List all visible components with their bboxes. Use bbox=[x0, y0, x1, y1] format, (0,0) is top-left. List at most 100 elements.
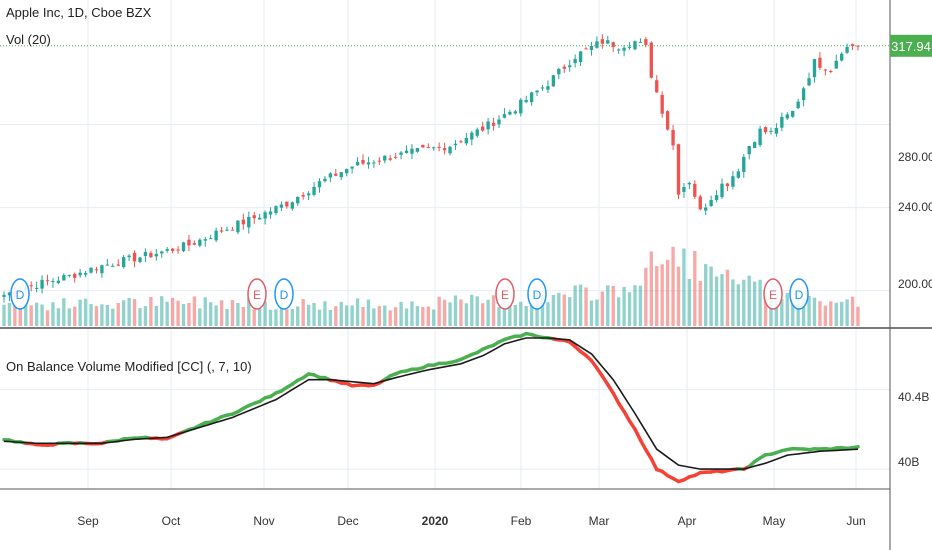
last-price-label: 317.94 bbox=[891, 39, 931, 54]
candle-body-87 bbox=[475, 129, 479, 136]
candle-body-53 bbox=[290, 202, 294, 209]
price-tick-240: 240.00 bbox=[898, 200, 932, 214]
obv-signal-line bbox=[3, 337, 859, 470]
volume-bar-2 bbox=[13, 305, 17, 326]
candle-body-102 bbox=[557, 68, 561, 75]
volume-bar-146 bbox=[796, 297, 800, 326]
time-label-nov: Nov bbox=[253, 514, 274, 528]
volume-bar-36 bbox=[198, 308, 202, 326]
last-price-label-box bbox=[890, 34, 932, 57]
candle-body-142 bbox=[774, 127, 779, 134]
candle-body-5 bbox=[29, 285, 33, 287]
volume-bar-99 bbox=[540, 296, 545, 326]
volume-bar-150 bbox=[818, 301, 822, 326]
volume-bar-126 bbox=[687, 278, 692, 326]
candle-body-66 bbox=[361, 160, 365, 164]
candle-body-0 bbox=[2, 294, 6, 297]
candle-body-129 bbox=[704, 207, 708, 211]
candle-body-98 bbox=[535, 90, 539, 93]
volume-bar-12 bbox=[67, 308, 71, 326]
volume-bar-34 bbox=[187, 302, 191, 326]
candle-body-88 bbox=[480, 126, 485, 131]
candle-body-70 bbox=[383, 155, 387, 161]
candle-body-50 bbox=[274, 206, 278, 214]
candle-body-136 bbox=[742, 156, 746, 172]
candle-body-28 bbox=[154, 253, 158, 257]
volume-bar-100 bbox=[546, 302, 550, 326]
candle-body-116 bbox=[633, 41, 637, 50]
candle-body-85 bbox=[464, 137, 469, 144]
candle-body-77 bbox=[421, 144, 425, 148]
volume-bar-118 bbox=[644, 267, 648, 326]
candle-body-128 bbox=[698, 196, 702, 210]
volume-bar-10 bbox=[56, 308, 61, 326]
candle-body-42 bbox=[230, 229, 235, 231]
candle-body-89 bbox=[486, 121, 490, 130]
volume-bar-117 bbox=[638, 285, 643, 326]
candle-body-18 bbox=[100, 265, 104, 274]
candle-body-9 bbox=[51, 280, 55, 282]
volume-bar-97 bbox=[529, 301, 534, 326]
candle-body-68 bbox=[372, 162, 376, 164]
volume-bar-88 bbox=[480, 303, 485, 326]
volume-bar-94 bbox=[513, 305, 517, 326]
volume-bar-157 bbox=[856, 306, 860, 326]
candle-body-52 bbox=[285, 201, 289, 207]
volume-bar-86 bbox=[470, 294, 474, 326]
volume-bar-147 bbox=[801, 298, 806, 326]
volume-bar-32 bbox=[176, 300, 180, 326]
candle-body-134 bbox=[731, 176, 735, 187]
volume-bar-68 bbox=[372, 308, 376, 326]
candle-body-119 bbox=[649, 42, 653, 78]
candle-body-108 bbox=[589, 46, 594, 50]
candle-body-137 bbox=[747, 146, 751, 155]
volume-bar-76 bbox=[415, 306, 420, 326]
time-label-sep: Sep bbox=[77, 514, 99, 528]
candle-body-41 bbox=[225, 229, 229, 231]
candle-body-49 bbox=[268, 211, 273, 215]
volume-bar-67 bbox=[366, 299, 371, 326]
candle-body-144 bbox=[785, 114, 789, 119]
volume-bar-8 bbox=[45, 310, 50, 326]
candle-body-118 bbox=[644, 39, 648, 45]
candle-body-32 bbox=[176, 249, 180, 251]
event-marker-e-5 bbox=[763, 278, 783, 310]
candle-body-126 bbox=[687, 182, 692, 185]
candle-body-14 bbox=[78, 272, 82, 276]
candle-body-111 bbox=[606, 40, 610, 44]
volume-bar-1 bbox=[7, 302, 12, 326]
candle-body-101 bbox=[551, 75, 556, 87]
candle-body-124 bbox=[676, 144, 681, 195]
volume-bar-11 bbox=[62, 298, 66, 326]
volume-bar-80 bbox=[437, 296, 441, 326]
volume-bar-138 bbox=[752, 281, 757, 326]
candle-body-29 bbox=[160, 251, 164, 254]
candle-body-8 bbox=[45, 280, 50, 282]
candle-body-115 bbox=[627, 46, 632, 48]
candle-body-140 bbox=[763, 127, 768, 133]
volume-bar-91 bbox=[497, 307, 501, 326]
candle-body-16 bbox=[89, 267, 93, 273]
volume-bar-85 bbox=[464, 303, 469, 326]
candle-body-51 bbox=[279, 204, 284, 208]
obv-segment-156 bbox=[850, 445, 860, 450]
candle-body-69 bbox=[377, 160, 382, 162]
volume-bar-119 bbox=[649, 251, 653, 326]
volume-bar-77 bbox=[421, 306, 425, 326]
candle-body-132 bbox=[720, 183, 724, 198]
volume-bar-141 bbox=[769, 296, 773, 326]
volume-bar-143 bbox=[780, 299, 784, 326]
volume-bar-30 bbox=[165, 301, 169, 326]
candle-body-155 bbox=[845, 46, 849, 53]
volume-bar-41 bbox=[225, 308, 229, 326]
volume-bar-66 bbox=[361, 306, 365, 326]
candle-body-96 bbox=[524, 100, 528, 103]
volume-bar-70 bbox=[383, 305, 387, 326]
volume-bar-110 bbox=[600, 291, 605, 326]
candle-body-141 bbox=[769, 130, 773, 132]
candle-body-156 bbox=[850, 44, 855, 47]
volume-bar-124 bbox=[676, 266, 681, 326]
volume-bar-105 bbox=[573, 285, 577, 326]
